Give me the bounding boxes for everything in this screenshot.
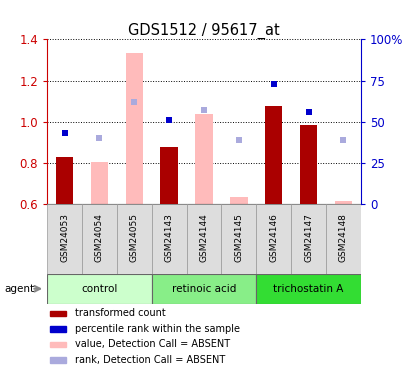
Text: retinoic acid: retinoic acid [171, 284, 236, 294]
Text: GSM24055: GSM24055 [130, 213, 138, 262]
Bar [50, 342, 66, 347]
Bar [47, 204, 82, 274]
Text: GSM24144: GSM24144 [199, 213, 208, 262]
Text: agent: agent [4, 284, 34, 294]
Bar [56, 156, 73, 204]
Bar [151, 204, 186, 274]
Bar [50, 326, 66, 332]
Bar [47, 274, 151, 304]
Bar [186, 204, 221, 274]
Bar [290, 204, 325, 274]
Bar [299, 125, 317, 204]
Title: GDS1512 / 95617_at: GDS1512 / 95617_at [128, 23, 279, 39]
Bar [50, 357, 66, 363]
Bar [50, 310, 66, 316]
Text: transformed count: transformed count [75, 308, 166, 318]
Text: trichostatin A: trichostatin A [273, 284, 343, 294]
Text: GSM24143: GSM24143 [164, 213, 173, 262]
Text: GSM24146: GSM24146 [269, 213, 277, 262]
Text: GSM24147: GSM24147 [303, 213, 312, 262]
Text: rank, Detection Call = ABSENT: rank, Detection Call = ABSENT [75, 355, 225, 365]
Bar [195, 114, 212, 204]
Bar [256, 204, 290, 274]
Text: GSM24054: GSM24054 [95, 213, 103, 262]
Bar [334, 201, 351, 204]
Bar [229, 196, 247, 204]
Text: percentile rank within the sample: percentile rank within the sample [75, 324, 240, 334]
Bar [117, 204, 151, 274]
Text: control: control [81, 284, 117, 294]
Bar [125, 53, 143, 204]
Bar [90, 162, 108, 204]
Text: GSM24148: GSM24148 [338, 213, 347, 262]
Bar [264, 106, 282, 204]
Bar [160, 147, 178, 204]
Text: GSM24145: GSM24145 [234, 213, 243, 262]
Bar [256, 274, 360, 304]
Bar [221, 204, 256, 274]
Bar [82, 204, 117, 274]
Bar [151, 274, 256, 304]
Text: GSM24053: GSM24053 [60, 213, 69, 262]
Bar [325, 204, 360, 274]
Text: value, Detection Call = ABSENT: value, Detection Call = ABSENT [75, 339, 230, 349]
